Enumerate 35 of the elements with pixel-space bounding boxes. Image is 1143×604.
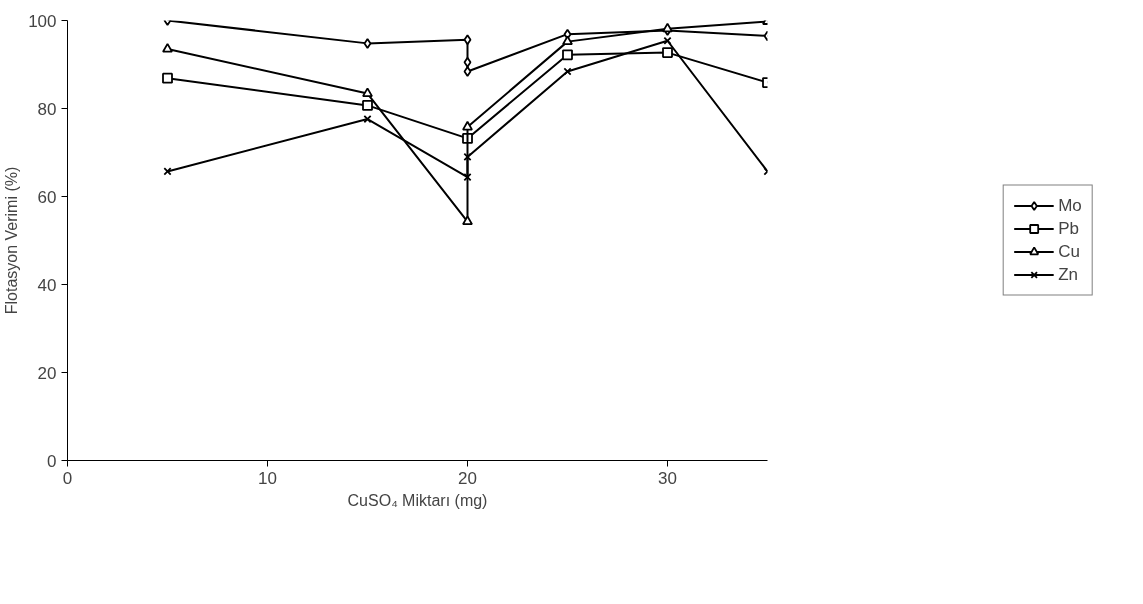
point — [162, 43, 173, 53]
point — [662, 47, 673, 59]
legend-label: Pb — [1058, 218, 1079, 239]
y-tick-label: 100 — [28, 11, 57, 31]
legend-label: Zn — [1058, 264, 1079, 285]
x-tick-label: 30 — [658, 468, 677, 488]
x-tick-label: 20 — [458, 468, 477, 488]
point — [163, 167, 172, 176]
y-tick-label: 0 — [47, 451, 57, 471]
y-tick-label: 60 — [37, 187, 57, 207]
legend-label: Cu — [1058, 241, 1080, 262]
point — [463, 66, 472, 77]
point — [463, 56, 472, 68]
y-tick-label: 20 — [37, 363, 57, 383]
point — [663, 36, 672, 45]
point — [463, 152, 472, 161]
point — [463, 34, 472, 46]
point — [162, 72, 173, 84]
point — [363, 37, 372, 49]
x-axis-title: CuSO₄ Miktarı (mg) — [347, 491, 488, 509]
point — [462, 215, 473, 226]
point — [462, 120, 473, 131]
point — [563, 67, 572, 76]
point — [362, 100, 373, 111]
y-tick-label: 40 — [37, 275, 57, 295]
x-tick-label: 10 — [258, 468, 277, 488]
x-tick-label: 0 — [62, 468, 73, 488]
point — [562, 49, 573, 61]
legend-label: Mo — [1058, 195, 1082, 216]
point — [362, 87, 373, 98]
point — [363, 114, 372, 124]
y-tick-label: 80 — [37, 99, 57, 119]
y-axis-title: Flotasyon Verimi (%) — [3, 166, 21, 315]
point — [562, 35, 573, 46]
point — [463, 173, 472, 182]
